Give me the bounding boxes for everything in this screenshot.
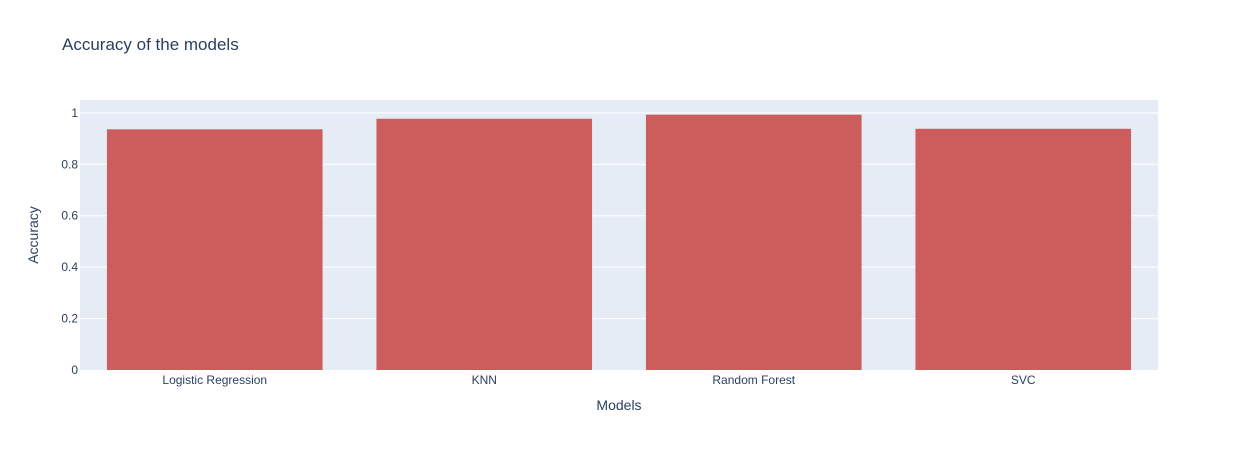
x-axis-title: Models: [596, 397, 641, 413]
bar-logistic-regression[interactable]: [106, 129, 323, 370]
x-tick-label: Logistic Regression: [162, 373, 267, 387]
x-tick-label: KNN: [472, 373, 497, 387]
bar-random-forest[interactable]: [645, 114, 862, 371]
y-tick-label: 0.2: [61, 312, 78, 326]
x-tick-label: Random Forest: [712, 373, 795, 387]
x-tick-label: SVC: [1011, 373, 1036, 387]
y-tick-label: 1: [71, 106, 78, 120]
y-axis-ticks: 0 0.2 0.4 0.6 0.8 1: [61, 106, 78, 377]
chart-title: Accuracy of the models: [62, 35, 239, 54]
y-tick-label: 0.4: [61, 260, 78, 274]
y-tick-label: 0.6: [61, 209, 78, 223]
y-tick-label: 0: [71, 363, 78, 377]
y-tick-label: 0.8: [61, 157, 78, 171]
y-axis-title: Accuracy: [25, 206, 41, 264]
x-axis-ticks: Logistic Regression KNN Random Forest SVC: [162, 373, 1036, 387]
bars: [106, 114, 1132, 371]
bar-svc[interactable]: [915, 128, 1132, 370]
bar-knn[interactable]: [376, 118, 593, 371]
